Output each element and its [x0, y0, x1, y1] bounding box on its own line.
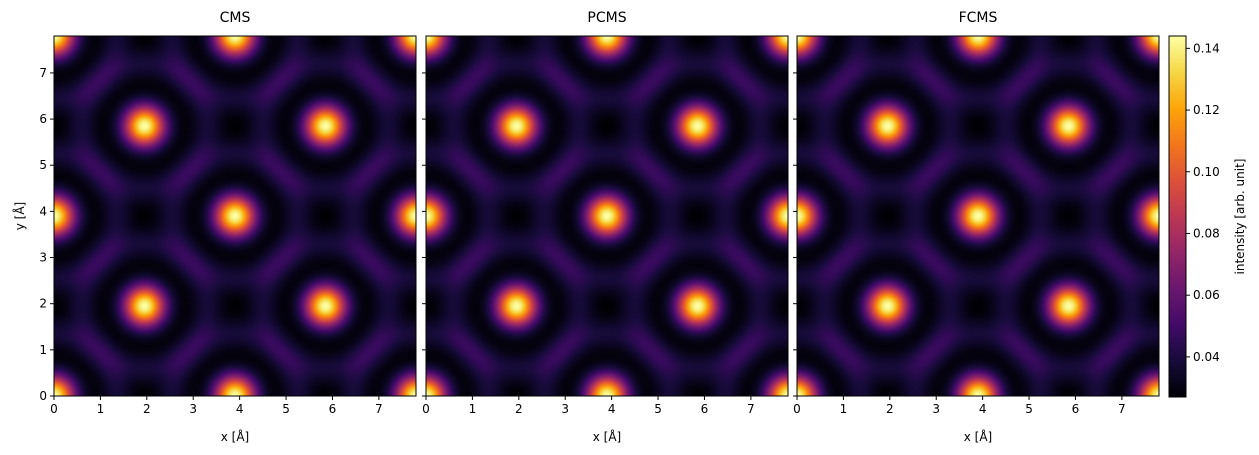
- colorbar-tick-label: 0.08: [1193, 226, 1220, 240]
- colorbar-tick-label: 0.04: [1193, 350, 1220, 364]
- x-tick-label: 5: [654, 402, 662, 416]
- x-tick-label: 4: [608, 402, 616, 416]
- panel-title: FCMS: [959, 10, 998, 26]
- x-axis-label: x [Å]: [221, 429, 250, 444]
- colorbar-tick-label: 0.06: [1193, 288, 1220, 302]
- x-tick-label: 0: [422, 402, 430, 416]
- panel-title: CMS: [220, 10, 251, 26]
- colorbar: 0.04 0.06 0.08 0.10 0.12 0.14 intensity [arb. …: [1168, 35, 1247, 398]
- x-tick-label: 7: [1118, 402, 1126, 416]
- x-axis-label: x [Å]: [964, 429, 993, 444]
- y-tick-label: 5: [39, 158, 47, 172]
- y-tick-label: 1: [39, 343, 47, 357]
- x-tick-label: 3: [932, 402, 940, 416]
- x-tick-label: 6: [329, 402, 337, 416]
- x-tick-label: 1: [840, 402, 848, 416]
- x-tick-label: 4: [236, 402, 244, 416]
- y-tick-label: 4: [39, 204, 47, 218]
- colorbar-tick-label: 0.14: [1193, 41, 1220, 55]
- x-tick-label: 3: [189, 402, 197, 416]
- y-tick-label: 7: [39, 66, 47, 80]
- panel-frame: [425, 35, 789, 397]
- y-tick-label: 6: [39, 112, 47, 126]
- colorbar-label: intensity [arb. unit]: [1233, 159, 1247, 275]
- y-axis-label: y [Å]: [12, 202, 27, 231]
- y-tick-label: 3: [39, 251, 47, 265]
- colorbar-gradient: [1168, 35, 1187, 398]
- colorbar-tick-label: 0.12: [1193, 103, 1220, 117]
- x-tick-label: 2: [886, 402, 894, 416]
- x-tick-label: 2: [143, 402, 151, 416]
- heatmap-panel-cms: CMS 0 1 2 3 4 5 6 7 0 1 2 3 4 5 6 7 x [Å] y [Å]: [12, 10, 417, 444]
- colorbar-tick-label: 0.10: [1193, 165, 1220, 179]
- x-tick-label: 1: [469, 402, 477, 416]
- x-tick-label: 7: [747, 402, 755, 416]
- x-tick-label: 7: [375, 402, 383, 416]
- x-tick-label: 2: [515, 402, 523, 416]
- x-tick-label: 0: [793, 402, 801, 416]
- panel-frame: [796, 35, 1160, 397]
- heatmap-image: [426, 36, 788, 396]
- x-tick-label: 6: [701, 402, 709, 416]
- y-tick-label: 0: [39, 389, 47, 403]
- x-tick-label: 1: [97, 402, 105, 416]
- panel-frame: [53, 35, 417, 397]
- heatmap-image: [797, 36, 1159, 396]
- x-tick-label: 3: [561, 402, 569, 416]
- heatmap-panel-fcms: FCMS 0 1 2 3 4 5 6 7 x [Å]: [793, 10, 1160, 444]
- x-tick-label: 0: [50, 402, 58, 416]
- heatmap-image: [54, 36, 416, 396]
- panel-title: PCMS: [587, 10, 626, 26]
- x-tick-label: 4: [979, 402, 987, 416]
- heatmap-panel-pcms: PCMS 0 1 2 3 4 5 6 7 x [Å]: [422, 10, 789, 444]
- x-tick-label: 6: [1072, 402, 1080, 416]
- y-tick-label: 2: [39, 297, 47, 311]
- x-tick-label: 5: [1025, 402, 1033, 416]
- x-axis-label: x [Å]: [593, 429, 622, 444]
- x-tick-label: 5: [282, 402, 290, 416]
